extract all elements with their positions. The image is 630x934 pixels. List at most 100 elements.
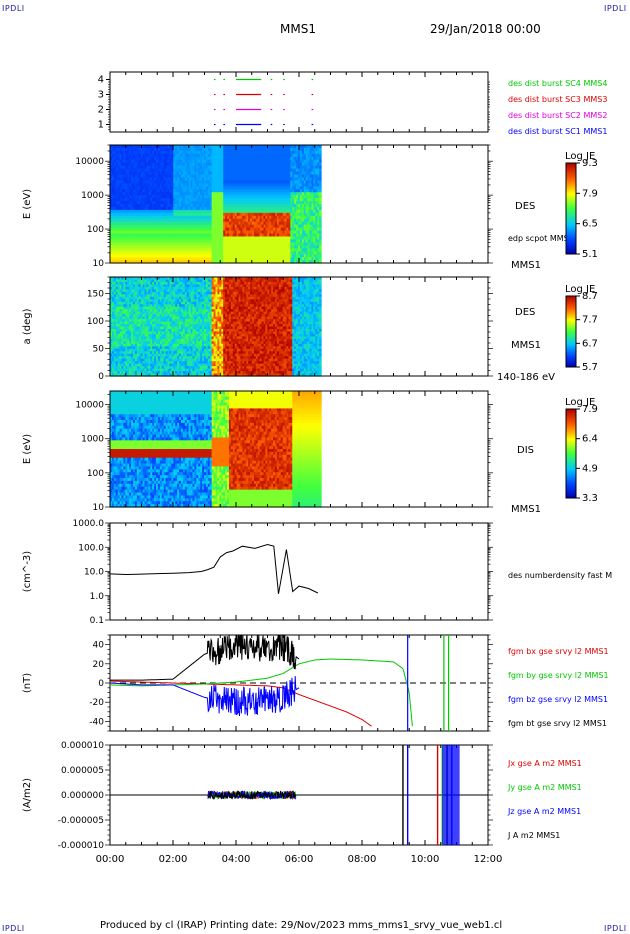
burst-tick-label: 3 — [98, 90, 104, 101]
des-energy-ylabel: E (eV) — [22, 189, 33, 219]
x-tick-label: 04:00 — [222, 854, 251, 865]
current-legend-entry: J A m2 MMS1 — [507, 831, 560, 840]
dis-energy-ylabel: E (eV) — [22, 434, 33, 464]
des-pitch-colorbar-tick: 5.7 — [582, 362, 598, 373]
bfield-series-line — [110, 676, 300, 717]
bfield-series-line — [110, 635, 300, 681]
bfield-tick-label: 0 — [98, 679, 104, 689]
des-energy-colorbar-tick: 5.1 — [582, 249, 598, 260]
bfield-legend-entry: fgm bt gse srvy l2 MMS1 — [508, 719, 607, 728]
footer-credit: Produced by cl (IRAP) Printing date: 29/… — [100, 920, 503, 931]
des-energy-tick-label: 100 — [87, 225, 104, 235]
dis-energy-colorbar-tick: 6.4 — [582, 434, 598, 445]
des-pitch-colorbar — [565, 295, 577, 368]
current-tick-label: 0.000005 — [61, 766, 104, 776]
dis-energy-colorbar — [565, 408, 577, 499]
dis-energy-colorbar-tick: 4.9 — [582, 463, 598, 474]
des-energy-label: DES — [515, 201, 535, 212]
bfield-tick-label: -40 — [89, 717, 104, 727]
dis-energy-colorbar-title: Log JE — [565, 397, 595, 408]
des-energy-sc-label: MMS1 — [511, 260, 541, 271]
density-tick-label: 0.1 — [90, 616, 104, 626]
x-tick-label: 10:00 — [411, 854, 440, 865]
x-tick-label: 06:00 — [285, 854, 314, 865]
bfield-tick-label: 20 — [93, 660, 105, 670]
des-energy-tick-label: 10000 — [75, 157, 104, 167]
current-tick-label: -0.000010 — [58, 841, 104, 851]
burst-tick-label: 2 — [98, 105, 104, 116]
current-tick-label: 0.000000 — [61, 791, 104, 801]
x-tick-label: 12:00 — [474, 854, 503, 865]
des-energy-colorbar-tick: 6.5 — [582, 219, 598, 230]
des-pitch-colorbar-tick: 6.7 — [582, 338, 598, 349]
burst-legend-entry: des dist burst SC3 MMS3 — [508, 95, 607, 104]
des-pitch-tick-label: 150 — [87, 290, 104, 300]
des-pitch-ylabel: a (deg) — [22, 308, 33, 344]
density-frame — [109, 522, 489, 621]
des-pitch-label: DES — [515, 307, 535, 318]
current-legend-entry: Jz gse A m2 MMS1 — [507, 807, 581, 816]
dis-energy-tick-label: 10000 — [75, 401, 104, 411]
des-pitch-colorbar-title: Log JE — [565, 284, 595, 295]
current-series-line — [207, 790, 296, 800]
dis-energy-tick-label: 10 — [93, 503, 105, 513]
des-energy-colorbar-title: Log JE — [565, 151, 595, 162]
des-energy-colorbar — [565, 162, 577, 255]
current-tick-label: -0.000005 — [58, 816, 104, 826]
x-tick-label: 00:00 — [96, 854, 125, 865]
dis-energy-spectrogram — [110, 391, 322, 508]
des-pitch-tick-label: 100 — [87, 317, 104, 327]
corner-label-bottom-left: IPDLI — [2, 924, 25, 933]
density-series-line — [109, 543, 319, 594]
current-tick-label: 0.000010 — [61, 741, 104, 751]
x-tick-label: 02:00 — [159, 854, 188, 865]
bfield-ylabel: (nT) — [22, 673, 33, 693]
des-pitch-colorbar-tick: 7.7 — [582, 315, 598, 326]
density-tick-label: 1000.0 — [73, 519, 105, 529]
bfield-tick-label: -20 — [89, 698, 104, 708]
corner-label-top-left: IPDLI — [2, 4, 25, 13]
density-tick-label: 100.0 — [78, 543, 104, 553]
spacecraft-title: MMS1 — [280, 22, 316, 36]
bfield-legend-entry: fgm bx gse srvy l2 MMS1 — [508, 647, 609, 656]
dis-energy-label: DIS — [517, 445, 534, 456]
dis-energy-tick-label: 1000 — [81, 435, 104, 445]
burst-legend-entry: des dist burst SC1 MMS1 — [508, 127, 607, 136]
des-pitch-colorbar-tick: 8.7 — [582, 291, 598, 302]
des-pitch-tick-label: 0 — [98, 372, 104, 382]
current-burst-region — [442, 745, 460, 845]
des-pitch-spectrogram — [110, 277, 322, 377]
scpot-label: edp scpot MMS1 — [508, 234, 574, 243]
bfield-tick-label: 40 — [93, 641, 105, 651]
dis-energy-sc-label: MMS1 — [511, 504, 541, 515]
bfield-series-line — [110, 680, 372, 727]
burst-tick-label: 4 — [98, 75, 104, 86]
bfield-legend-entry: fgm by gse srvy l2 MMS1 — [508, 671, 609, 680]
corner-label-bottom-right: IPDLI — [604, 924, 627, 933]
des-energy-tick-label: 10 — [93, 259, 105, 269]
des-energy-spectrogram — [110, 145, 322, 264]
density-legend-entry: des numberdensity fast M — [508, 571, 612, 580]
burst-panel-frame — [109, 71, 489, 133]
des-energy-colorbar-tick: 9.3 — [582, 158, 598, 169]
des-pitch-tick-label: 50 — [93, 345, 105, 355]
dis-energy-tick-label: 100 — [87, 469, 104, 479]
des-energy-tick-label: 1000 — [81, 191, 104, 201]
des-pitch-energy-range: 140-186 eV — [497, 372, 555, 383]
density-tick-label: 1.0 — [90, 592, 105, 602]
current-legend-entry: Jx gse A m2 MMS1 — [507, 759, 582, 768]
corner-label-top-right: IPDLI — [604, 4, 627, 13]
dis-energy-colorbar-tick: 3.3 — [582, 493, 598, 504]
burst-tick-label: 1 — [98, 120, 104, 131]
current-legend-entry: Jy gse A m2 MMS1 — [507, 783, 582, 792]
x-tick-label: 08:00 — [348, 854, 377, 865]
density-tick-label: 10.0 — [84, 568, 104, 578]
current-ylabel: (A/m2) — [22, 778, 33, 812]
date-title: 29/Jan/2018 00:00 — [430, 22, 541, 36]
bfield-legend-entry: fgm bz gse srvy l2 MMS1 — [508, 695, 608, 704]
des-pitch-sc-label: MMS1 — [511, 340, 541, 351]
density-ylabel: (cm^-3) — [22, 551, 33, 592]
dis-energy-colorbar-tick: 7.9 — [582, 404, 598, 415]
bfield-series-group — [110, 635, 450, 731]
